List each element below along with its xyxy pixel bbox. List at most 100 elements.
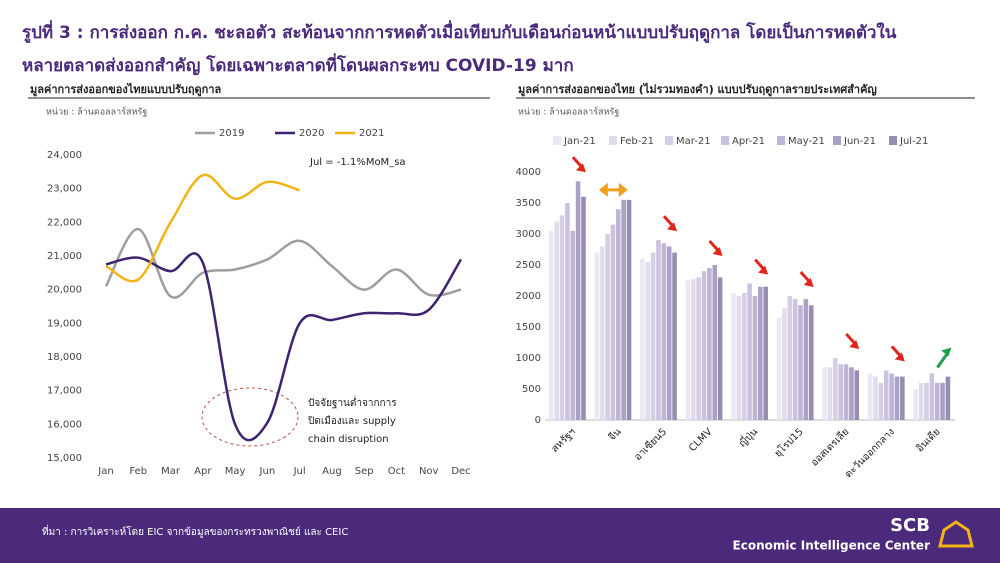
y-tick-label: 4000 xyxy=(516,167,541,178)
legend-label: Jul-21 xyxy=(899,136,928,147)
y-tick-label: 22,000 xyxy=(47,217,82,228)
legend-label: Jan-21 xyxy=(563,136,596,147)
chart-unit: หน่วย : ล้านดอลลาร์สหรัฐ xyxy=(518,106,619,118)
bar xyxy=(838,364,843,420)
y-tick-label: 17,000 xyxy=(47,386,82,397)
arrow-icon xyxy=(799,270,811,284)
y-tick-label: 20,000 xyxy=(47,285,82,296)
arrow-icon xyxy=(890,345,902,358)
bar xyxy=(776,317,782,420)
source: ที่มา : การวิเคราะห์โดย EIC จากข้อมูลของ… xyxy=(42,524,348,538)
x-tick-label: สหรัฐฯ xyxy=(550,426,578,454)
bar xyxy=(712,265,718,420)
x-tick-label: ญี่ปุ่น xyxy=(735,424,760,449)
bar xyxy=(849,367,854,420)
arrow-icon xyxy=(803,278,814,287)
bar xyxy=(782,308,787,420)
arrow-icon xyxy=(571,156,584,169)
bar xyxy=(878,382,884,420)
line-series xyxy=(105,252,463,442)
legend-swatch xyxy=(553,136,561,145)
bar xyxy=(833,358,838,420)
x-tick-label: ออสเตรเลีย xyxy=(808,426,851,469)
bar xyxy=(889,373,894,420)
arrow-icon xyxy=(754,258,766,271)
x-tick-label: Nov xyxy=(419,466,439,477)
bar xyxy=(900,376,905,420)
x-tick-label: Jun xyxy=(259,466,276,477)
legend-swatch xyxy=(777,136,785,145)
annotation: chain disruption xyxy=(308,434,389,445)
arrow-icon xyxy=(598,182,628,198)
arrow-icon xyxy=(708,239,720,253)
y-tick-label: 19,000 xyxy=(47,318,82,329)
bar xyxy=(822,367,827,420)
bar xyxy=(803,299,809,420)
y-tick-label: 16,000 xyxy=(47,419,82,430)
y-tick-label: 21,000 xyxy=(47,251,82,262)
bar xyxy=(854,370,860,420)
bar xyxy=(661,243,667,420)
legend-label: Apr-21 xyxy=(732,136,765,147)
bar xyxy=(894,376,900,420)
legend-swatch xyxy=(665,136,673,145)
bar xyxy=(559,215,565,420)
bar xyxy=(640,258,645,420)
bar xyxy=(565,203,570,420)
footer-band xyxy=(0,508,1000,563)
bar xyxy=(570,230,576,420)
bar xyxy=(650,252,656,420)
bar xyxy=(701,271,707,420)
bar xyxy=(685,280,691,420)
arrow-icon xyxy=(936,352,949,369)
bar xyxy=(913,389,919,420)
annotation: Jul = -1.1%MoM_sa xyxy=(309,157,406,168)
bar xyxy=(787,296,793,420)
y-tick-label: 500 xyxy=(522,384,541,395)
line-series xyxy=(105,173,301,283)
y-tick-label: 1000 xyxy=(516,353,541,364)
bar xyxy=(808,305,814,420)
annotation: ปิดเมืองและ supply xyxy=(307,415,396,427)
y-tick-label: 15,000 xyxy=(47,453,82,464)
bar xyxy=(672,252,677,420)
bar xyxy=(599,246,605,420)
bar xyxy=(763,286,768,420)
y-tick-label: 1500 xyxy=(516,322,541,333)
bar xyxy=(747,283,752,420)
bar xyxy=(575,181,581,420)
bar xyxy=(918,382,924,420)
x-tick-label: ยุโรป15 xyxy=(771,425,805,459)
bar xyxy=(610,224,616,420)
bar xyxy=(883,370,889,420)
title-line: รูปที่ 3 : การส่งออก ก.ค. ชะลอตัว สะท้อน… xyxy=(22,20,897,44)
bar xyxy=(752,296,758,420)
title-line: หลายตลาดส่งออกสำคัญ โดยเฉพาะตลาดที่โดนผล… xyxy=(22,53,574,76)
x-tick-label: CLMV xyxy=(687,426,715,454)
bar xyxy=(827,367,833,420)
arrow-icon xyxy=(941,347,952,357)
bar xyxy=(736,296,742,420)
bar xyxy=(741,292,747,420)
bar xyxy=(934,382,940,420)
legend-swatch xyxy=(721,136,729,145)
y-tick-label: 3000 xyxy=(516,229,541,240)
y-tick-label: 2500 xyxy=(516,260,541,271)
bar xyxy=(798,305,803,420)
x-tick-label: Aug xyxy=(322,466,342,477)
bar xyxy=(707,268,712,420)
legend-swatch xyxy=(833,136,841,145)
arrow-icon xyxy=(712,247,723,256)
bar xyxy=(867,373,873,420)
chart-title: มูลค่าการส่งออกของไทยแบบปรับฤดูกาล xyxy=(30,82,222,97)
x-tick-label: Feb xyxy=(129,466,147,477)
y-tick-label: 3500 xyxy=(516,198,541,209)
bar xyxy=(594,252,600,420)
bar xyxy=(924,382,929,420)
arrow-icon xyxy=(662,215,675,228)
bar xyxy=(696,277,701,420)
bar xyxy=(549,230,554,420)
x-tick-label: Jul xyxy=(293,466,306,477)
bar xyxy=(616,209,621,420)
